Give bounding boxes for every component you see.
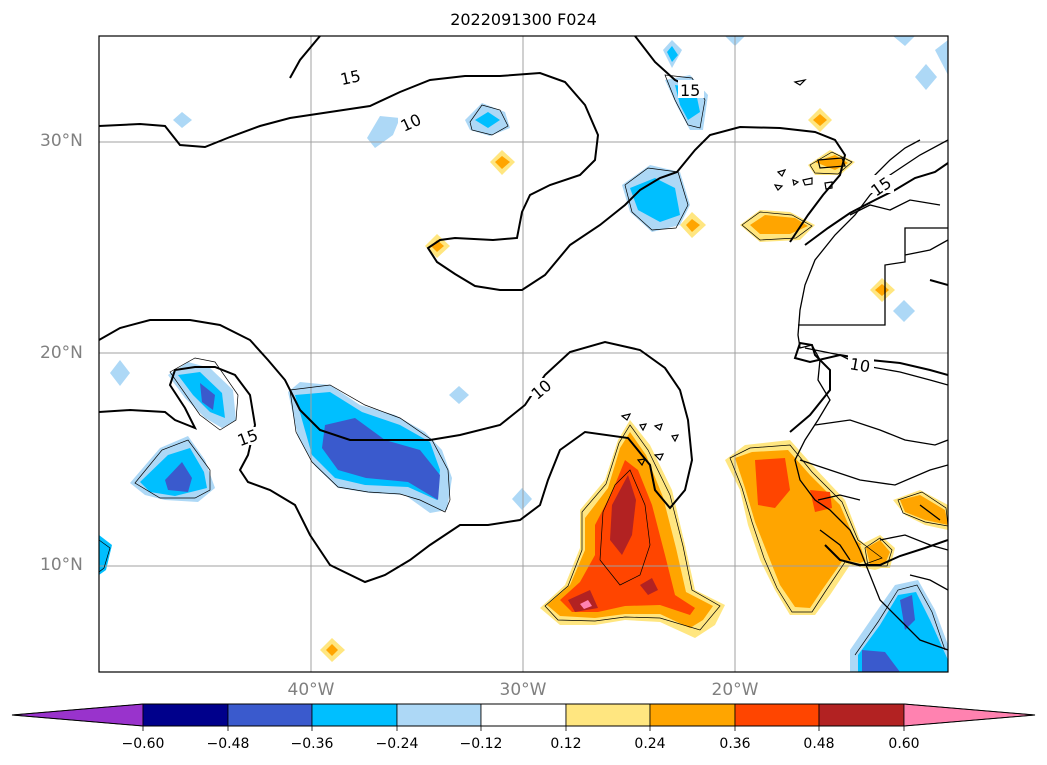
- grid-lines: [99, 36, 948, 672]
- contour-lines: [99, 36, 948, 584]
- lon-label-40w: 40°W: [287, 680, 335, 700]
- colorbar-tick-label: −0.36: [290, 736, 334, 752]
- colorbar-tick-label: 0.36: [719, 736, 751, 752]
- colorbar-tick-label: −0.60: [121, 736, 165, 752]
- map-title: 2022091300 F024: [450, 10, 597, 29]
- contour-label: 15: [339, 66, 363, 89]
- plot-frame: [98, 35, 949, 673]
- islands: [620, 79, 846, 467]
- colorbar-extend-low: [11, 703, 144, 727]
- colorbar-tick-label: −0.12: [459, 736, 503, 752]
- colorbar-tick-label: 0.24: [634, 736, 666, 752]
- colorbar-tick-label: 0.12: [550, 736, 582, 752]
- anomaly-contours-thin: [99, 74, 948, 656]
- colorbar: [11, 703, 1036, 731]
- colorbar-extend-high: [903, 703, 1036, 727]
- colorbar-tick-label: −0.48: [206, 736, 250, 752]
- lat-label-20n: 20°N: [40, 343, 83, 363]
- contour-label: 15: [680, 81, 700, 100]
- positive-anomaly-fills: [320, 108, 948, 662]
- negative-anomaly-fills: [99, 36, 948, 672]
- colorbar-tick-label: 0.48: [803, 736, 835, 752]
- contour-label: 10: [848, 354, 871, 376]
- lat-label-10n: 10°N: [40, 555, 83, 575]
- lon-label-30w: 30°W: [499, 680, 547, 700]
- colorbar-tick-label: −0.24: [375, 736, 419, 752]
- map-plot-area: [99, 36, 948, 672]
- lon-label-20w: 20°W: [711, 680, 759, 700]
- colorbar-tick-label: 0.60: [888, 736, 920, 752]
- lat-label-30n: 30°N: [40, 131, 83, 151]
- coastlines: [794, 139, 948, 651]
